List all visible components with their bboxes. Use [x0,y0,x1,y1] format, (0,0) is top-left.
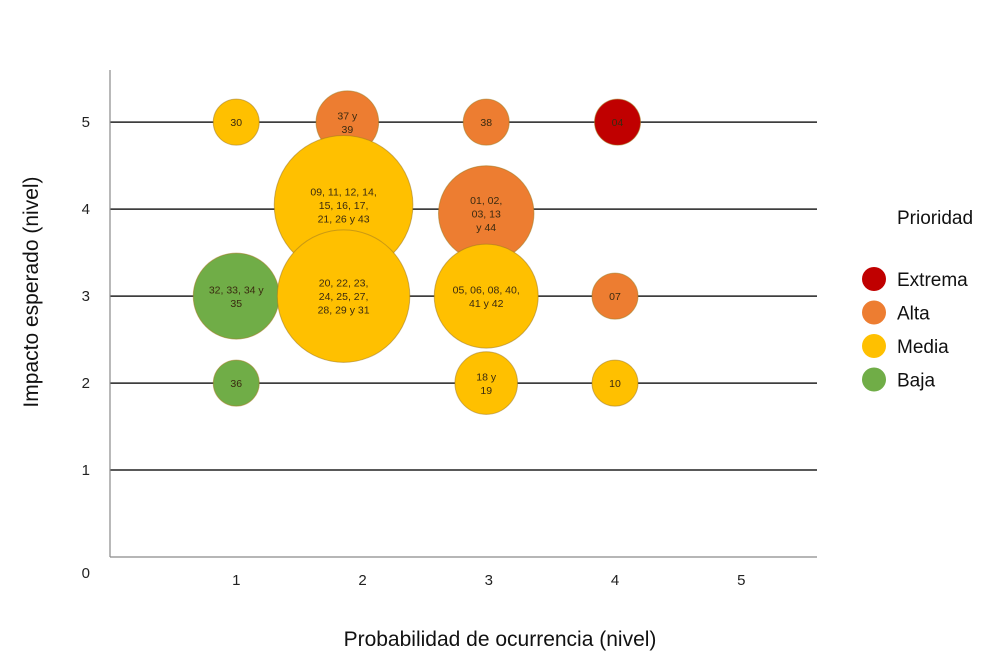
legend-label: Media [897,337,949,358]
bubble-label: 32, 33, 34 y [209,284,265,296]
legend-marker [862,267,886,291]
bubble-label: 07 [609,291,621,303]
bubble-circle [591,272,639,320]
bubble-label: 09, 11, 12, 14, [310,186,376,198]
bubble-label: y 44 [476,222,496,234]
y-axis-title: Impacto esperado (nivel) [20,176,43,407]
y-tick-label: 4 [82,201,90,218]
bubble-label: 20, 22, 23, [319,278,369,290]
bubble: 32, 33, 34 y 35 [192,252,280,340]
legend-label: Extrema [897,270,968,291]
bubble-circle [433,243,539,349]
x-tick-label: 1 [232,572,240,589]
bubble: 38 [462,98,510,146]
legend-marker [862,334,886,358]
bubble-label: 05, 06, 08, 40, [453,284,520,296]
bubble-label: 18 y [476,371,497,383]
bubble: 07 [591,272,639,320]
legend-entry: Media [862,334,949,358]
bubble-label: 24, 25, 27, [319,291,369,303]
bubble-circle [591,359,639,407]
bubble-label: 30 [230,117,242,129]
bubble-label: 21, 26 y 43 [318,213,370,225]
bubble-circle [594,98,642,146]
x-tick-label: 3 [485,572,493,589]
bubble: 36 [212,359,260,407]
bubble-circle [276,229,411,363]
bubble-label: 04 [612,117,624,129]
legend-entry: Baja [862,367,935,392]
bubble: 10 [591,359,639,407]
x-tick-label: 5 [737,572,745,589]
bubble-label: 10 [609,378,621,390]
y-tick-label: 0 [82,565,90,582]
bubble-label: 39 [342,124,354,136]
bubble-label: 15, 16, 17, [319,200,369,212]
bubble-label: 38 [480,117,492,129]
bubble-label: 35 [230,298,242,310]
bubble-label: 19 [480,385,492,397]
bubble: 01, 02,03, 13 y 44 [438,165,535,262]
axes [109,70,817,558]
x-axis-title: Probabilidad de ocurrencia (nivel) [344,628,657,651]
bubble-label: 01, 02, [470,195,502,207]
legend-title: Prioridad [897,208,973,229]
y-tick-label: 5 [82,114,90,131]
x-tick-label: 4 [611,572,619,589]
bubble-label: 41 y 42 [469,298,504,310]
bubble: 30 [212,98,260,146]
y-tick-label: 1 [82,462,90,479]
bubble-label: 28, 29 y 31 [318,305,370,317]
legend-label: Alta [897,304,930,325]
bubble-label: 37 y [337,110,358,122]
legend: Prioridad Extrema Alta Media Baja [862,208,973,392]
x-tick-label: 2 [358,572,366,589]
bubbles: 30 37 y 39 38 04 09, 11, 12, 14, 15, 16, 17,21… [192,90,642,415]
legend-marker [862,367,886,392]
bubble: 04 [594,98,642,146]
bubble-label: 03, 13 [472,208,501,220]
legend-entry: Extrema [862,267,968,291]
legend-entry: Alta [862,300,930,325]
bubble-circle [454,351,519,415]
bubble: 20, 22, 23,24, 25, 27, 28, 29 y 31 [276,229,411,363]
bubble-circle [212,359,260,407]
bubble-label: 36 [230,378,242,390]
y-tick-label: 2 [82,375,90,392]
y-tick-label: 3 [82,288,90,305]
tick-labels: 0 1 2 3 4 5 1 2 3 4 5 [82,114,746,589]
bubble: 18 y 19 [454,351,519,415]
bubble-circle [462,98,510,146]
legend-label: Baja [897,371,935,392]
legend-marker [862,300,886,325]
bubble: 05, 06, 08, 40, 41 y 42 [433,243,539,349]
bubble-circle [212,98,260,146]
